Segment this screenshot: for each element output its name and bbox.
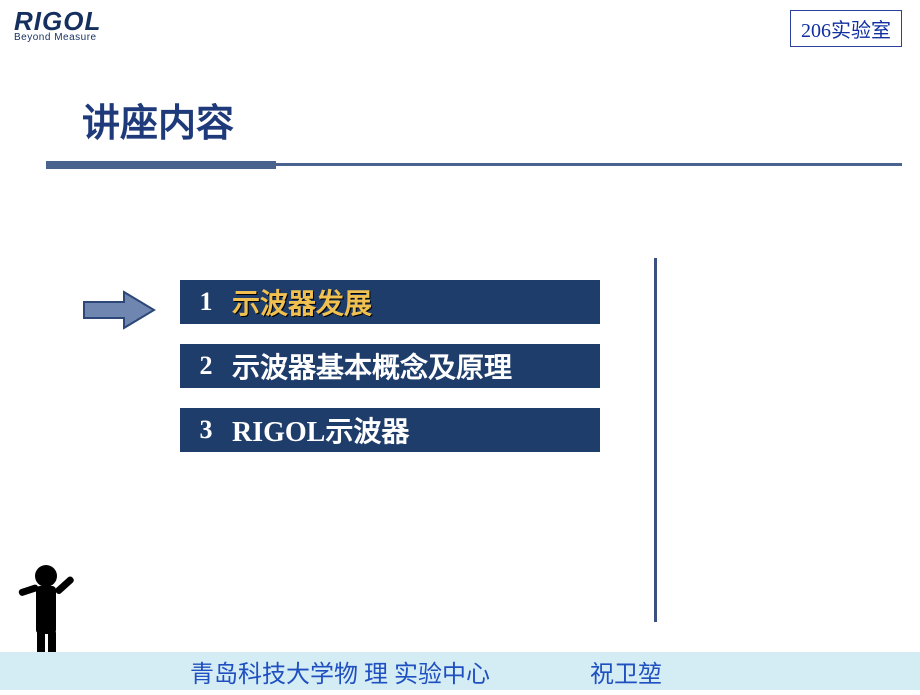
agenda-item-label: RIGOL示波器: [232, 410, 409, 450]
current-arrow-icon: [80, 290, 158, 330]
agenda-list: 1 示波器发展 2 示波器基本概念及原理 3 RIGOL示波器: [180, 280, 600, 472]
agenda-item-number: 1: [180, 287, 232, 317]
footer-org: 青岛科技大学物 理 实验中心: [190, 654, 490, 689]
slide-title: 讲座内容: [82, 92, 902, 147]
logo-main-text: RIGOL: [14, 8, 101, 34]
title-area: 讲座内容: [82, 92, 902, 171]
footer-bar: 青岛科技大学物 理 实验中心 祝卫堃: [0, 652, 920, 690]
brand-logo: RIGOL Beyond Measure: [14, 8, 101, 43]
vertical-divider: [654, 258, 657, 622]
agenda-item-number: 2: [180, 351, 232, 381]
agenda-item-number: 3: [180, 415, 232, 445]
agenda-item-1: 1 示波器发展: [180, 280, 600, 324]
agenda-item-2: 2 示波器基本概念及原理: [180, 344, 600, 388]
lab-badge: 206实验室: [790, 10, 902, 47]
agenda-item-label: 示波器基本概念及原理: [232, 346, 512, 386]
logo-tagline: Beyond Measure: [14, 32, 101, 43]
footer-author: 祝卫堃: [590, 654, 662, 689]
agenda-item-label: 示波器发展: [232, 282, 372, 322]
title-underline: [82, 161, 902, 171]
agenda-item-3: 3 RIGOL示波器: [180, 408, 600, 452]
arrow-shape: [84, 292, 154, 328]
